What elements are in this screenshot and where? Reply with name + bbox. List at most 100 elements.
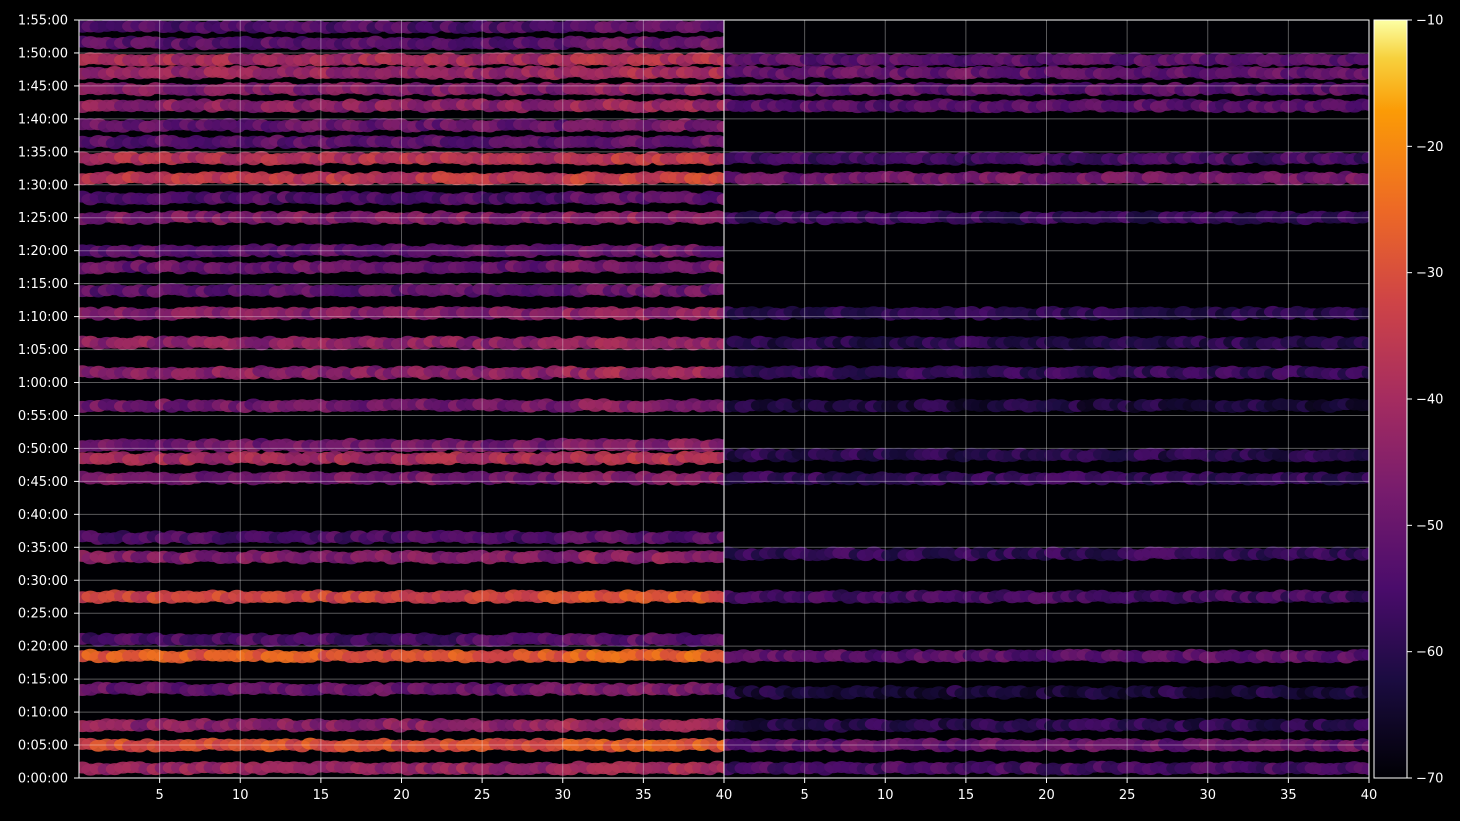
y-tick-label: 1:00:00 [18, 376, 68, 391]
y-axis-ticks: 0:00:00 0:05:00 0:10:00 0:15:00 0:20:00 0:25:… [18, 14, 79, 787]
heatmap-cell [1361, 53, 1369, 66]
left-heatmap-panel [79, 20, 724, 778]
y-tick-label: 0:40:00 [18, 508, 68, 523]
x-tick-label: 15 [958, 788, 975, 803]
heatmap-cell [1361, 99, 1369, 112]
x-tick-label: 10 [232, 788, 249, 803]
x-tick-label: 20 [1038, 788, 1055, 803]
x-tick-label: 40 [716, 788, 733, 803]
heatmap-cell [716, 152, 724, 165]
heatmap-cell [716, 172, 724, 185]
heatmap-cell [1361, 547, 1369, 560]
colorbar-tick-label: −50 [1416, 519, 1443, 534]
right-heatmap-panel [724, 20, 1369, 778]
y-tick-label: 1:40:00 [18, 112, 68, 127]
y-tick-label: 0:35:00 [18, 541, 68, 556]
heatmap-cell [716, 761, 724, 774]
colorbar-tick-label: −60 [1416, 645, 1443, 660]
heatmap-cell [716, 21, 724, 34]
y-tick-label: 0:15:00 [18, 673, 68, 688]
heatmap-cell [716, 35, 724, 48]
heatmap-cell [1361, 367, 1369, 380]
x-tick-label: 35 [635, 788, 652, 803]
y-tick-label: 0:50:00 [18, 442, 68, 457]
y-tick-label: 1:50:00 [18, 46, 68, 61]
x-tick-label: 25 [1119, 788, 1136, 803]
heatmap-cell [716, 120, 724, 133]
x-tick-label: 40 [1361, 788, 1378, 803]
heatmap-cell [716, 719, 724, 732]
heatmap-cell [1361, 210, 1369, 223]
heatmap-cell [1361, 399, 1369, 412]
x-tick-label: 15 [313, 788, 330, 803]
heatmap-cell [1361, 173, 1369, 186]
colorbar: −10 −20 −30 −40 −50 −60 −70 [1373, 14, 1443, 787]
heatmap-cell [1361, 84, 1369, 96]
heatmap-cell [716, 451, 724, 464]
colorbar-tick-label: −40 [1416, 393, 1443, 408]
y-tick-label: 0:00:00 [18, 772, 68, 787]
heatmap-cell [716, 401, 724, 414]
heatmap-cell [1361, 763, 1369, 776]
heatmap-cell [716, 651, 724, 663]
colorbar-tick-label: −20 [1416, 140, 1443, 155]
y-tick-label: 1:55:00 [18, 14, 68, 29]
heatmap-cell [716, 338, 724, 351]
heatmap-cell [1361, 151, 1369, 164]
heatmap-cell [716, 591, 724, 604]
heatmap-cell [716, 739, 724, 752]
colorbar-tick-label: −70 [1416, 772, 1443, 787]
heatmap-cell [716, 438, 724, 451]
y-tick-label: 0:20:00 [18, 640, 68, 655]
heatmap-cell [1361, 718, 1369, 730]
y-tick-label: 0:45:00 [18, 475, 68, 490]
colorbar-gradient [1373, 19, 1408, 779]
x-tick-label: 25 [474, 788, 491, 803]
heatmap-cell [1361, 67, 1369, 80]
heatmap-cell [716, 473, 724, 486]
heatmap-cell [716, 283, 724, 296]
heatmap-cell [716, 81, 724, 94]
heatmap-cell [716, 245, 724, 258]
x-tick-label: 35 [1280, 788, 1297, 803]
colorbar-tick-label: −30 [1416, 266, 1443, 281]
heatmap-cell [716, 307, 724, 320]
heatmap-cell [1361, 590, 1369, 603]
y-tick-label: 1:45:00 [18, 79, 68, 94]
heatmap-cell [1361, 740, 1369, 753]
x-tick-label: 5 [800, 788, 808, 803]
heatmap-cell [716, 551, 724, 564]
x-tick-label: 10 [877, 788, 894, 803]
y-tick-label: 0:55:00 [18, 409, 68, 424]
y-tick-label: 1:05:00 [18, 343, 68, 358]
heatmap-cell [716, 65, 724, 78]
heatmap-cell [716, 634, 724, 647]
heatmap-cell [716, 530, 724, 543]
heatmap-cell [716, 99, 724, 112]
heatmap-cell [716, 212, 724, 225]
x-axis-ticks: 5 10 15 20 25 30 35 40 5 10 15 20 25 30 35 40 [155, 778, 1377, 803]
y-tick-label: 1:15:00 [18, 277, 68, 292]
x-tick-label: 30 [554, 788, 571, 803]
y-tick-label: 0:30:00 [18, 574, 68, 589]
heatmap-cell [1361, 648, 1369, 661]
heatmap-cell [716, 193, 724, 206]
y-tick-label: 1:25:00 [18, 211, 68, 226]
y-tick-label: 0:05:00 [18, 739, 68, 754]
y-tick-label: 1:35:00 [18, 145, 68, 160]
x-tick-label: 5 [155, 788, 163, 803]
heatmap-cell [716, 365, 724, 378]
x-tick-label: 30 [1199, 788, 1216, 803]
heatmap-cell [1361, 685, 1369, 698]
heatmap-cell [716, 136, 724, 149]
heatmap-cell [716, 262, 724, 275]
heatmap-cell [1361, 449, 1369, 461]
y-tick-label: 1:20:00 [18, 244, 68, 259]
heatmap-cell [1361, 337, 1369, 350]
heatmap-cell [1361, 307, 1369, 320]
y-tick-label: 0:25:00 [18, 607, 68, 622]
y-tick-label: 0:10:00 [18, 706, 68, 721]
heatmap-cell [1361, 471, 1369, 484]
